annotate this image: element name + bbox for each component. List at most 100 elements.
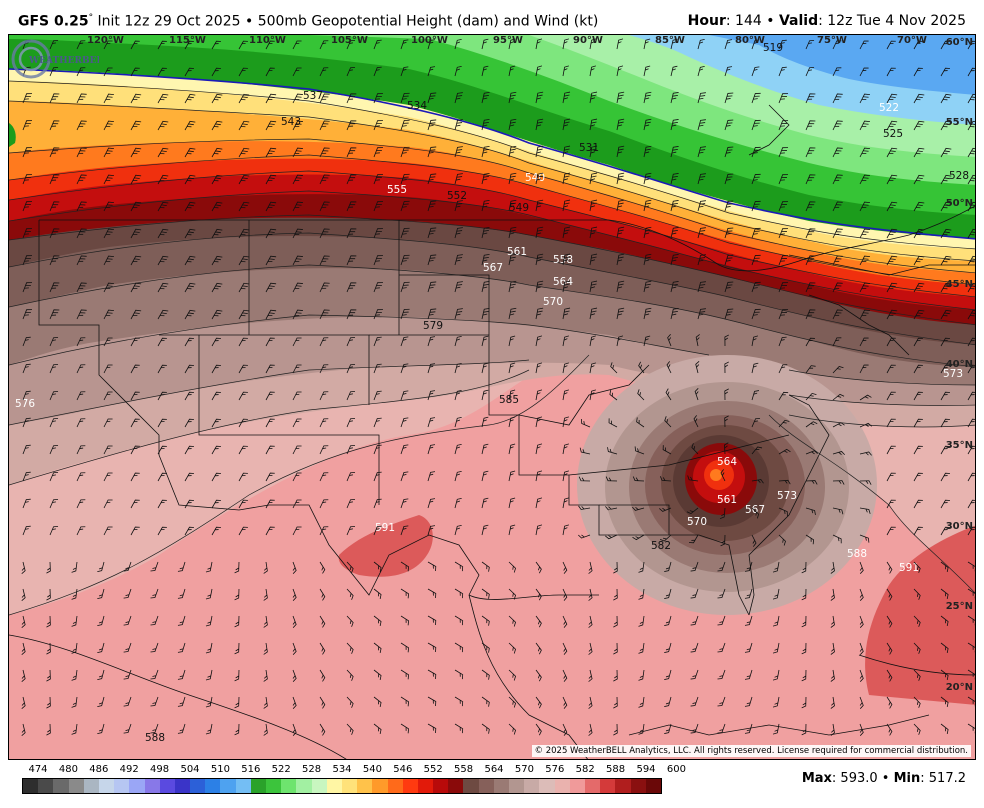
wind-barb [613,696,618,709]
wind-barb [778,255,789,266]
wind-barb [49,147,60,158]
wind-barb [638,615,645,627]
wind-barb [805,201,816,212]
map-panel: 537 534 543 531 522 525 528 540 555 552 … [8,34,976,760]
wind-barb [588,669,593,682]
wind-barb [667,334,672,347]
wind-barb [616,91,625,104]
colorbar-tick: 522 [271,764,291,775]
wind-barb [967,445,975,455]
wind-barb [744,696,753,707]
wind-barb [454,416,462,428]
contour-label: 567 [745,504,765,516]
wind-barb [22,363,31,374]
wind-barb [772,642,780,654]
wind-barb [427,92,437,104]
wind-barb [184,418,194,428]
wind-barb [238,201,250,212]
wind-barb [184,499,194,509]
wind-barb [589,253,598,266]
wind-barb [263,615,268,628]
contour-label: 561 [717,494,737,506]
wind-barb [71,723,78,735]
wind-barb [967,526,975,536]
wind-barb [22,525,31,536]
contour-label: 531 [579,142,599,154]
wind-barb [292,174,303,185]
wind-barb [967,696,975,707]
wind-barb [967,228,975,239]
wind-barb [588,588,593,601]
colorbar-swatch [417,779,434,793]
wind-barb [150,615,159,626]
wind-barb [589,280,598,293]
wind-barb [292,337,302,347]
wind-barb [97,642,105,654]
wind-barb [49,309,60,320]
wind-barb [778,479,791,485]
wind-barb [21,561,26,574]
wind-barb [886,309,898,320]
wind-barb [535,389,543,401]
wind-barb [238,418,248,428]
wind-barb [130,364,140,374]
wind-barb [373,525,382,536]
wind-barb [481,146,490,158]
wind-barb [562,307,571,320]
wind-barb [859,451,872,456]
wind-barb [454,92,463,104]
wind-barb [562,253,571,266]
wind-barb [76,282,87,293]
wind-barb [21,696,26,709]
wind-barb [690,615,699,626]
wind-barb [454,588,464,599]
wind-barb [265,282,277,293]
wind-barb [103,147,114,158]
wind-barb [717,642,726,653]
wind-barb [940,309,952,320]
wind-barb [643,145,652,158]
wind-barb [751,390,760,401]
wind-barb [744,669,753,680]
wind-barb [481,281,490,293]
wind-barb [508,497,516,509]
colorbar-tick: 594 [636,764,656,775]
wind-barb [76,255,87,266]
wind-barb [157,120,169,131]
colorbar-swatch [159,779,175,793]
wind-barb [940,642,949,653]
lon-label: 110°W [249,35,286,46]
wind-barb [535,362,543,374]
colorbar-swatch [83,779,99,793]
wind-barb [205,615,213,627]
colorbar-swatch [539,779,555,793]
wind-barb [319,337,329,347]
wind-barb [46,615,51,628]
wind-barb [801,615,807,628]
wind-barb [778,174,789,185]
wind-barb [400,119,410,131]
wind-barb [589,335,596,347]
wind-barb [238,120,250,131]
wind-barb [664,561,672,572]
wind-barb [76,364,86,374]
wind-barb [967,364,975,374]
wind-barb [373,282,383,293]
wind-barb [613,588,618,601]
wind-barb [263,696,268,709]
wind-barb [346,445,356,455]
band-522 [709,35,975,95]
wind-barb [71,561,78,573]
contour-label: 528 [949,170,969,182]
wind-barb [859,669,864,682]
wind-barb [157,526,167,536]
wind-barb [609,390,618,401]
wind-barb [717,723,726,734]
wind-barb [967,642,975,653]
wind-barb [508,172,517,185]
wind-barb [184,526,194,536]
colorbar-ticks: 474 480 486 492 498 504 510 516 522 528 534 540 546 5… [22,764,722,778]
wind-barb [211,174,223,185]
wind-barb [687,475,699,482]
wind-barb [913,561,921,573]
